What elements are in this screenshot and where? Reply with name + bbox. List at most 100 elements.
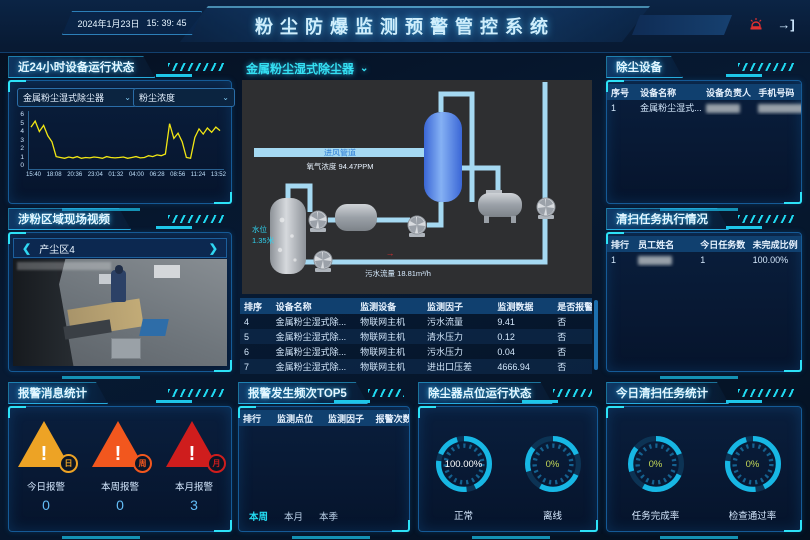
panel-title: 今日清扫任务统计	[606, 382, 729, 404]
gauge-value: 0%	[745, 458, 760, 470]
panel-title: 涉粉区域现场视频	[8, 208, 131, 230]
gauge-value: 100.00%	[444, 458, 483, 470]
table-row[interactable]: 4 金属粉尘湿式除... 物联网主机 污水流量 9.41 否	[244, 316, 567, 328]
alarm-stat-label: 今日报警	[26, 482, 65, 493]
gauge-label: 离线	[542, 511, 562, 522]
video-boxes	[98, 273, 120, 284]
panel-title: 除尘设备	[606, 56, 683, 78]
table-header-row: 排序 设备名称 监测设备 监测因子 监测数据 是否报警	[240, 298, 592, 314]
gauge-ring-icon	[524, 436, 581, 492]
alarm-stat-value: 0	[42, 497, 50, 513]
next-camera-button[interactable]: ❯	[208, 242, 218, 255]
table-header-row: 排行 员工姓名 今日任务数 未完成比例	[607, 236, 801, 252]
alarm-stat-month: ! 月 本月报警 3	[157, 421, 230, 513]
gauge-ring-icon	[627, 436, 684, 492]
gauge-ring-icon	[435, 436, 492, 492]
redacted-person-name	[706, 103, 741, 113]
flow-arrow-icon: →	[386, 248, 395, 258]
pipe-label: 进风管道	[324, 148, 356, 158]
alarm-stat-label: 本周报警	[100, 482, 139, 493]
camera-name: 产尘区4	[39, 244, 75, 256]
day-badge: 日	[59, 454, 78, 473]
alarm-siren-icon[interactable]	[746, 14, 766, 34]
table-header-row: 序号 设备名称 设备负责人 手机号码	[607, 84, 801, 100]
alarm-stat-value: 0	[116, 497, 124, 513]
flow-label: 污水流量 18.81m³/h	[365, 268, 431, 278]
video-boxes	[154, 265, 180, 279]
video-panel: 涉粉区域现场视频 ❮ 产尘区4 ❯	[8, 208, 232, 379]
redacted-employee-name	[638, 255, 673, 265]
hatch-decoration	[738, 215, 796, 223]
today-clean-panel: 今日清扫任务统计 0% 任务完成率 0%	[606, 382, 802, 539]
hatch-decoration	[168, 389, 226, 397]
gauge-inspection-pass: 0% 检查通过率	[716, 429, 790, 522]
alarm-stat-week: ! 周 本周报警 0	[83, 421, 156, 513]
video-worker-head	[114, 265, 124, 274]
gauge-task-completion: 0% 任务完成率	[619, 429, 693, 522]
process-diagram: 进风管道 氧气浓度 94.47PPM 水位 1.35米 → 污水流量 18.81…	[240, 80, 598, 294]
period-tabs: 本周 本月 本季	[249, 509, 338, 523]
process-title: 金属粉尘湿式除尘器 ⌄	[246, 62, 369, 76]
table-row[interactable]: 7 金属粉尘湿式除... 物联网主机 进出口压差 4666.94 否	[240, 359, 592, 374]
month-badge: 月	[207, 454, 226, 473]
table-row[interactable]: 1 金属粉尘湿式...	[607, 100, 801, 115]
user-info-box[interactable]	[632, 15, 732, 35]
table-row[interactable]: 1 1 100.00%	[611, 254, 789, 265]
datetime-box: 2024年1月23日 15: 39: 45	[62, 11, 202, 35]
table-row[interactable]: 5 金属粉尘湿式除... 物联网主机 清水压力 0.12 否	[240, 329, 592, 344]
monitor-table: 排序 设备名称 监测设备 监测因子 监测数据 是否报警 4 金属粉尘湿式除... 物…	[240, 298, 592, 374]
hatch-decoration	[168, 215, 226, 223]
app-header: 2024年1月23日 15: 39: 45 粉尘防爆监测预警管控系统 →]	[0, 0, 810, 53]
tab-this-week[interactable]: 本周	[249, 512, 269, 523]
alarm-stat-label: 本月报警	[174, 482, 213, 493]
tab-this-quarter[interactable]: 本季	[319, 512, 339, 523]
panel-title: 报警消息统计	[8, 382, 108, 404]
camera-carousel: ❮ 产尘区4 ❯	[13, 238, 227, 258]
logout-icon[interactable]: →]	[777, 16, 795, 32]
panel-title: 除尘器点位运行状态	[418, 382, 553, 404]
gauge-label: 正常	[453, 511, 473, 522]
current-date: 2024年1月23日	[77, 18, 140, 29]
chevron-down-icon: ⌄	[124, 93, 131, 102]
dust-device-panel: 除尘设备 序号 设备名称 设备负责人 手机号码 1 金属粉尘湿式...	[606, 56, 802, 211]
header-band	[180, 6, 650, 42]
chevron-down-icon[interactable]: ⌄	[360, 63, 369, 74]
x-axis-ticks: 15:40 18:08 20:36 23:04 01:32 04:00 06:28 08:56…	[26, 172, 226, 178]
clean-task-panel: 清扫任务执行情况 排行 员工姓名 今日任务数 未完成比例 1 1 100.00%	[606, 208, 802, 379]
hatch-decoration	[552, 389, 592, 397]
tab-this-month[interactable]: 本月	[284, 512, 304, 523]
chevron-down-icon: ⌄	[222, 93, 229, 102]
dust-status-panel: 除尘器点位运行状态 100.00% 正常 0%	[418, 382, 598, 539]
alarm-stat-day: ! 日 今日报警 0	[9, 421, 82, 513]
redacted-phone-number	[758, 103, 801, 113]
metric-select[interactable]: 粉尘浓度 ⌄	[133, 88, 235, 107]
panel-title: 清扫任务执行情况	[606, 208, 729, 230]
page-title: 粉尘防爆监测预警管控系统	[255, 17, 555, 37]
panel-title: 报警发生频次TOP5	[238, 382, 368, 404]
video-worker	[111, 269, 127, 302]
prev-camera-button[interactable]: ❮	[22, 242, 32, 255]
gauge-label: 检查通过率	[728, 511, 777, 522]
gauge-offline: 0% 离线	[516, 429, 590, 522]
alarm-stat-value: 3	[190, 497, 198, 513]
panel-title: 近24小时设备运行状态	[8, 56, 155, 78]
device-select[interactable]: 金属粉尘湿式除尘器 ⌄	[17, 88, 137, 107]
chart-plot-area	[30, 119, 221, 160]
hatch-decoration	[738, 389, 796, 397]
alarm-frequency-panel: 报警发生频次TOP5 排行 监测点位 监测因子 报警次数 本周 本月 本季	[238, 382, 410, 539]
cctv-video-frame[interactable]	[13, 259, 227, 366]
week-badge: 周	[133, 454, 152, 473]
video-crate	[111, 338, 142, 360]
water-level-label: 水位	[252, 224, 267, 234]
video-blue-bin	[139, 318, 169, 337]
gauge-normal: 100.00% 正常	[427, 429, 501, 522]
water-level-value: 1.35米	[252, 235, 275, 245]
alarm-stats-panel: 报警消息统计 ! 日 今日报警 0 ! 周 本周报警 0	[8, 382, 232, 539]
table-scrollbar[interactable]	[594, 300, 598, 370]
table-row[interactable]: 6 金属粉尘湿式除... 物联网主机 污水压力 0.04 否	[244, 346, 567, 358]
current-time: 15: 39: 45	[146, 18, 187, 28]
hatch-decoration	[367, 389, 404, 397]
